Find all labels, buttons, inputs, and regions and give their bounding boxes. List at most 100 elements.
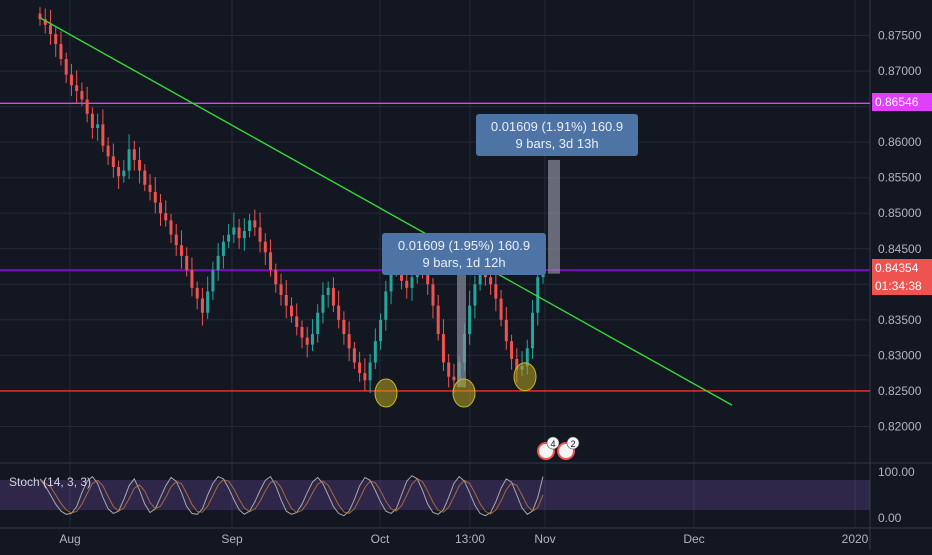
x-tick-label: Sep <box>221 532 243 546</box>
candle <box>373 341 377 363</box>
candle <box>468 305 472 335</box>
candle <box>347 334 351 349</box>
candle <box>274 270 278 285</box>
candle <box>536 277 540 313</box>
event-count-label: 4 <box>550 439 555 449</box>
candle <box>195 287 199 299</box>
candle <box>363 373 367 381</box>
measure-1-line2: 9 bars, 1d 12h <box>422 255 506 270</box>
oscillator-tick-label: 0.00 <box>878 511 902 525</box>
measure-1-line1: 0.01609 (1.95%) 160.9 <box>397 238 531 253</box>
candle <box>206 291 210 313</box>
candle <box>368 362 372 381</box>
event-count-label: 2 <box>570 439 575 449</box>
candle <box>483 273 487 278</box>
candle <box>143 170 147 185</box>
x-tick-label: 2020 <box>842 532 869 546</box>
event-count-badge <box>546 436 560 450</box>
candle <box>379 319 383 342</box>
measure-bar-2 <box>548 159 560 274</box>
candle <box>410 277 414 288</box>
candle <box>227 234 231 242</box>
candle <box>248 220 252 231</box>
candle <box>242 231 246 239</box>
candle <box>400 270 404 281</box>
oscillator-tick-label: 100.00 <box>878 465 915 479</box>
candle <box>237 227 241 239</box>
candle <box>101 124 105 146</box>
candle <box>59 44 63 59</box>
candle <box>290 305 293 317</box>
candle <box>164 213 168 221</box>
candle <box>321 294 325 313</box>
candle <box>90 113 94 128</box>
candle <box>185 255 189 271</box>
measure-box-2[interactable]: 0.01609 (1.91%) 160.9 9 bars, 3d 13h <box>476 114 638 156</box>
candle <box>489 277 493 285</box>
measure-2-line1: 0.01609 (1.91%) 160.9 <box>490 119 624 134</box>
event-count-badge <box>566 436 580 450</box>
candle <box>447 362 451 377</box>
candle <box>358 362 362 374</box>
candle <box>269 252 273 271</box>
candle <box>342 319 346 335</box>
last-price-badge: 0.84354 <box>872 259 932 277</box>
candle <box>190 270 194 288</box>
candle <box>54 34 58 45</box>
candle <box>515 358 519 370</box>
candle <box>436 305 440 335</box>
measure-2-line2: 9 bars, 3d 13h <box>515 136 599 151</box>
candle <box>531 312 535 349</box>
y-tick-label: 0.85500 <box>878 171 922 185</box>
candle <box>279 284 283 295</box>
candle <box>106 145 110 157</box>
candle <box>478 273 482 285</box>
candle <box>169 220 173 235</box>
highlight-ellipse <box>374 378 398 408</box>
candle <box>441 334 445 363</box>
candle <box>148 184 152 192</box>
y-tick-label: 0.87500 <box>878 29 922 43</box>
y-tick-label: 0.85000 <box>878 206 922 220</box>
candle <box>494 284 498 299</box>
x-tick-label: 13:00 <box>455 532 485 546</box>
countdown-badge: 01:34:38 <box>872 277 932 295</box>
candle <box>48 24 52 35</box>
candle <box>337 305 341 320</box>
candle <box>258 227 262 242</box>
highlight-ellipse <box>513 362 537 392</box>
candle <box>138 159 142 171</box>
candle <box>75 85 79 91</box>
candle <box>295 316 299 327</box>
y-tick-label: 0.82000 <box>878 419 922 433</box>
measure-bar-1 <box>457 270 466 388</box>
candle <box>253 220 257 228</box>
stoch-label: Stoch (14, 3, 3) <box>9 475 92 489</box>
candle <box>510 341 514 359</box>
measure-box-1[interactable]: 0.01609 (1.95%) 160.9 9 bars, 1d 12h <box>382 233 546 275</box>
y-tick-label: 0.86000 <box>878 135 922 149</box>
candle <box>499 298 503 320</box>
candle <box>525 348 529 367</box>
candle <box>211 270 215 292</box>
candle <box>159 202 163 214</box>
candle <box>221 241 225 256</box>
highlight-ellipse <box>452 378 476 408</box>
candle <box>352 348 356 363</box>
candle <box>300 326 304 338</box>
candle <box>405 280 409 288</box>
stoch-d-line <box>39 477 544 515</box>
candle <box>504 319 508 342</box>
price-line-badge: 0.86546 <box>872 93 932 111</box>
candle <box>179 245 183 256</box>
candle <box>216 255 220 271</box>
stoch-k-line <box>39 475 544 517</box>
candle <box>80 90 84 100</box>
candle <box>85 99 89 114</box>
candle <box>122 170 126 177</box>
candle <box>426 270 430 285</box>
candle <box>305 337 309 345</box>
candle <box>263 241 267 253</box>
